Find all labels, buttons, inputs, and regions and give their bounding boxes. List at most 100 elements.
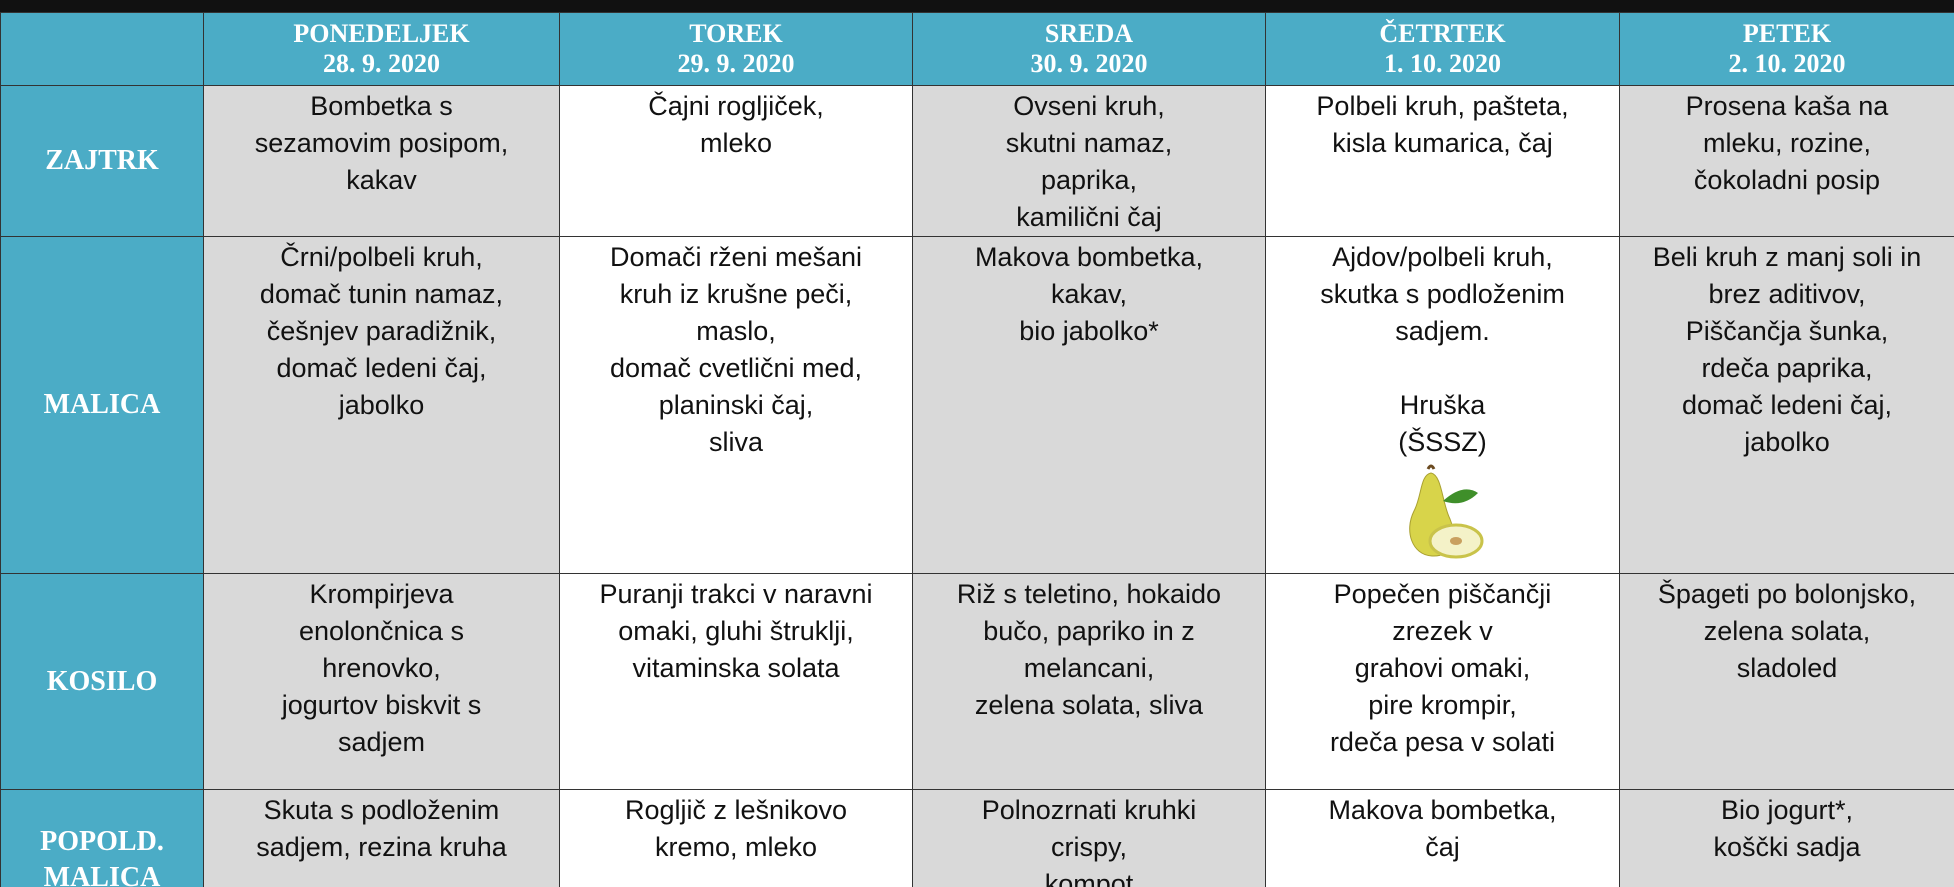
menu-line: skutni namaz,	[1005, 128, 1173, 158]
menu-cell: Rogljič z lešnikovo kremo, mleko	[559, 789, 913, 887]
day-date: 29. 9. 2020	[677, 49, 795, 78]
menu-line: Prosena kaša na	[1685, 91, 1889, 121]
note-line: Hruška	[1399, 390, 1486, 420]
menu-line: rdeča pesa v solati	[1329, 727, 1556, 757]
day-date: 30. 9. 2020	[1030, 49, 1148, 78]
menu-line: rdeča paprika,	[1701, 353, 1873, 383]
menu-line: melancani,	[1023, 653, 1155, 683]
menu-line: češnjev paradižnik,	[266, 316, 497, 346]
menu-line: Čajni rogljiček,	[648, 91, 824, 121]
menu-line: sladoled	[1736, 653, 1838, 683]
menu-cell: Popečen piščančji zrezek v grahovi omaki, p…	[1265, 573, 1620, 790]
menu-cell: Črni/polbeli kruh, domač tunin namaz, češn…	[203, 236, 560, 574]
menu-line: zrezek v	[1392, 616, 1493, 646]
menu-line: hrenovko,	[322, 653, 441, 683]
menu-line: Puranji trakci v naravni	[599, 579, 873, 609]
menu-line: planinski čaj,	[658, 390, 814, 420]
menu-line: Makova bombetka,	[1328, 795, 1557, 825]
day-date: 28. 9. 2020	[323, 49, 440, 78]
meal-label-line: MALICA	[43, 389, 161, 420]
day-header: ČETRTEK 1. 10. 2020	[1265, 12, 1620, 86]
note-line: (ŠSSZ)	[1398, 427, 1487, 457]
pear-icon	[1408, 464, 1483, 559]
day-name: TOREK	[689, 19, 783, 48]
menu-cell: Skuta s podloženim sadjem, rezina kruha	[203, 789, 560, 887]
menu-line: Popečen piščančji	[1333, 579, 1552, 609]
menu-line: Polnozrnati kruhki	[981, 795, 1197, 825]
menu-line: skutka s podloženim	[1320, 279, 1565, 309]
menu-line: kamilični čaj	[1016, 202, 1162, 232]
menu-cell: Makova bombetka, kakav, bio jabolko*	[912, 236, 1266, 574]
meal-label: MALICA	[0, 236, 204, 574]
menu-line: kompot	[1044, 869, 1134, 887]
menu-cell: Polbeli kruh, pašteta, kisla kumarica, ča…	[1265, 85, 1620, 237]
meal-label: ZAJTRK	[0, 85, 204, 237]
meal-label-line: MALICA	[43, 861, 161, 887]
menu-line: Ovseni kruh,	[1013, 91, 1165, 121]
menu-line: čaj	[1425, 832, 1460, 862]
menu-line: enolončnica s	[298, 616, 465, 646]
day-header: TOREK 29. 9. 2020	[559, 12, 913, 86]
menu-cell: Ovseni kruh, skutni namaz, paprika, kamilič…	[912, 85, 1266, 237]
meal-label: KOSILO	[0, 573, 204, 790]
menu-cell: Krompirjeva enolončnica s hrenovko, jogurto…	[203, 573, 560, 790]
day-header: PETEK 2. 10. 2020	[1619, 12, 1954, 86]
menu-line: crispy,	[1050, 832, 1127, 862]
menu-line: kakav	[346, 165, 417, 195]
menu-line: kakav,	[1050, 279, 1128, 309]
menu-line: kisla kumarica, čaj	[1332, 128, 1553, 158]
menu-line: mleko	[699, 128, 773, 158]
menu-line: Krompirjeva	[309, 579, 454, 609]
menu-line: Ajdov/polbeli kruh,	[1332, 242, 1553, 272]
note-block: Hruška (ŠSSZ)	[1267, 387, 1619, 461]
day-name: ČETRTEK	[1379, 19, 1506, 48]
menu-line: sadjem	[337, 727, 426, 757]
pear-image	[1267, 461, 1619, 571]
menu-line: jogurtov biskvit s	[281, 690, 482, 720]
menu-line: domač tunin namaz,	[259, 279, 504, 309]
menu-line: mleku, rozine,	[1702, 128, 1872, 158]
menu-line: Beli kruh z manj soli in	[1652, 242, 1922, 272]
menu-line: kruh iz krušne peči,	[619, 279, 853, 309]
menu-line: bučo, papriko in z	[983, 616, 1195, 646]
menu-line: Črni/polbeli kruh,	[280, 242, 483, 272]
menu-line: grahovi omaki,	[1354, 653, 1531, 683]
day-date: 1. 10. 2020	[1384, 49, 1501, 78]
menu-line: čokoladni posip	[1693, 165, 1881, 195]
meal-label: POPOLD. MALICA	[0, 789, 204, 887]
meal-row: KOSILO Krompirjeva enolončnica s hrenovko, j…	[0, 573, 1954, 790]
meal-row: POPOLD. MALICA Skuta s podloženim sadjem, r…	[0, 789, 1954, 887]
menu-line: Makova bombetka,	[974, 242, 1204, 272]
meal-label-line: KOSILO	[46, 665, 158, 697]
menu-line: bio jabolko*	[1019, 316, 1159, 346]
day-name: PONEDELJEK	[293, 19, 470, 48]
menu-cell: Domači rženi mešani kruh iz krušne peči, m…	[559, 236, 913, 574]
day-name: PETEK	[1742, 19, 1832, 48]
menu-line: domač ledeni čaj,	[1681, 390, 1893, 420]
menu-line: Polbeli kruh, pašteta,	[1316, 91, 1569, 121]
menu-line: Rogljič z lešnikovo	[624, 795, 848, 825]
menu-line: pire krompir,	[1368, 690, 1517, 720]
menu-cell: Puranji trakci v naravni omaki, gluhi štr…	[559, 573, 913, 790]
menu-line: vitaminska solata	[632, 653, 840, 683]
meal-row: MALICA Črni/polbeli kruh, domač tunin nama…	[0, 236, 1954, 574]
menu-line: Riž s teletino, hokaido	[956, 579, 1222, 609]
menu-line: Domači rženi mešani	[609, 242, 863, 272]
menu-line: maslo,	[696, 316, 776, 346]
menu-line: brez aditivov,	[1708, 279, 1866, 309]
menu-cell: Polnozrnati kruhki crispy, kompot	[912, 789, 1266, 887]
meal-label-line: POPOLD.	[40, 825, 164, 857]
menu-line: zelena solata, sliva	[974, 690, 1204, 720]
menu-table: PONEDELJEK 28. 9. 2020 TOREK 29. 9. 2020 SRE…	[0, 12, 1954, 887]
menu-cell: Bombetka s sezamovim posipom, kakav	[203, 85, 560, 237]
menu-line: Bombetka s	[310, 91, 453, 121]
day-header: PONEDELJEK 28. 9. 2020	[203, 12, 560, 86]
menu-cell: Čajni rogljiček, mleko	[559, 85, 913, 237]
menu-line: Bio jogurt*,	[1720, 795, 1854, 825]
meal-label-line: ZAJTRK	[45, 145, 159, 176]
menu-cell: Prosena kaša na mleku, rozine, čokoladni p…	[1619, 85, 1954, 237]
header-row: PONEDELJEK 28. 9. 2020 TOREK 29. 9. 2020 SRE…	[0, 12, 1954, 86]
menu-line: domač ledeni čaj,	[276, 353, 487, 383]
menu-line: Špageti po bolonjsko,	[1657, 579, 1917, 609]
